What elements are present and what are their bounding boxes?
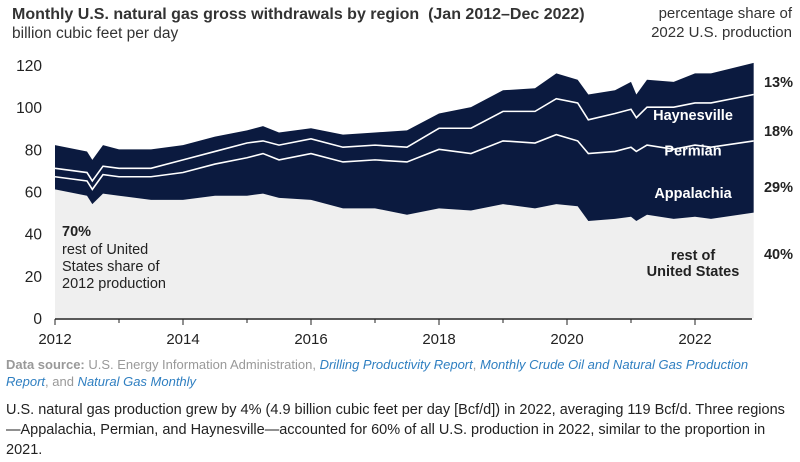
annotation-text: States share of [62,259,160,275]
annotation-text: rest of United [62,242,148,258]
chart-svg: 2012 2014 2016 2018 2020 2022 0 20 40 60 80 100 120 H… [16,58,793,348]
area-rest-of-united-states [55,189,754,318]
series-label-appalachia: Appalachia [654,186,732,202]
data-source: Data source: U.S. Energy Information Adm… [6,356,786,390]
x-tick-label: 2022 [678,331,711,348]
x-tick-label: 2018 [422,331,455,348]
y-tick-label: 40 [25,227,43,244]
y-tick-label: 100 [16,100,42,117]
area-haynesville [55,62,754,181]
x-tick-label: 2016 [294,331,327,348]
source-link-drilling[interactable]: Drilling Productivity Report [319,357,473,372]
annotation-pct: 70% [62,224,91,240]
boundary-line-permian [54,93,754,183]
area-appalachia [55,134,754,222]
source-link-ngm[interactable]: Natural Gas Monthly [77,374,197,389]
x-tick-label: 2014 [166,331,199,348]
source-link-monthly-crude[interactable]: Monthly Crude Oil and Natural Gas Produc… [6,357,749,389]
x-tick-label: 2012 [38,331,71,348]
source-label: Data source: [6,357,85,372]
source-sep: , [472,357,480,372]
y-tick-label: 120 [16,58,42,75]
share-label: 40% [764,247,793,263]
chart-title: Monthly U.S. natural gas gross withdrawa… [12,6,585,23]
source-sep: , and [45,374,78,389]
share-header: percentage share of 2022 U.S. production [651,5,792,41]
share-label: 29% [764,180,793,196]
boundary-line-appalachia [54,133,754,191]
share-label: 18% [764,124,793,140]
share-label: 13% [764,75,793,91]
series-label-permian: Permian [664,144,721,160]
series-label-rest: rest of [671,248,715,264]
series-label-haynesville: Haynesville [653,108,733,124]
series-label-rest: United States [647,264,740,280]
area-permian [55,94,754,190]
caption: U.S. natural gas production grew by 4% (… [6,402,785,458]
annotation-text: 2012 production [62,276,166,292]
y-tick-label: 0 [33,311,42,328]
y-tick-label: 80 [25,142,43,159]
y-tick-label: 20 [25,269,43,286]
chart-subtitle: billion cubic feet per day [12,25,179,42]
source-text: U.S. Energy Information Administration, [84,357,320,372]
y-tick-label: 60 [25,185,43,202]
x-tick-label: 2020 [550,331,583,348]
